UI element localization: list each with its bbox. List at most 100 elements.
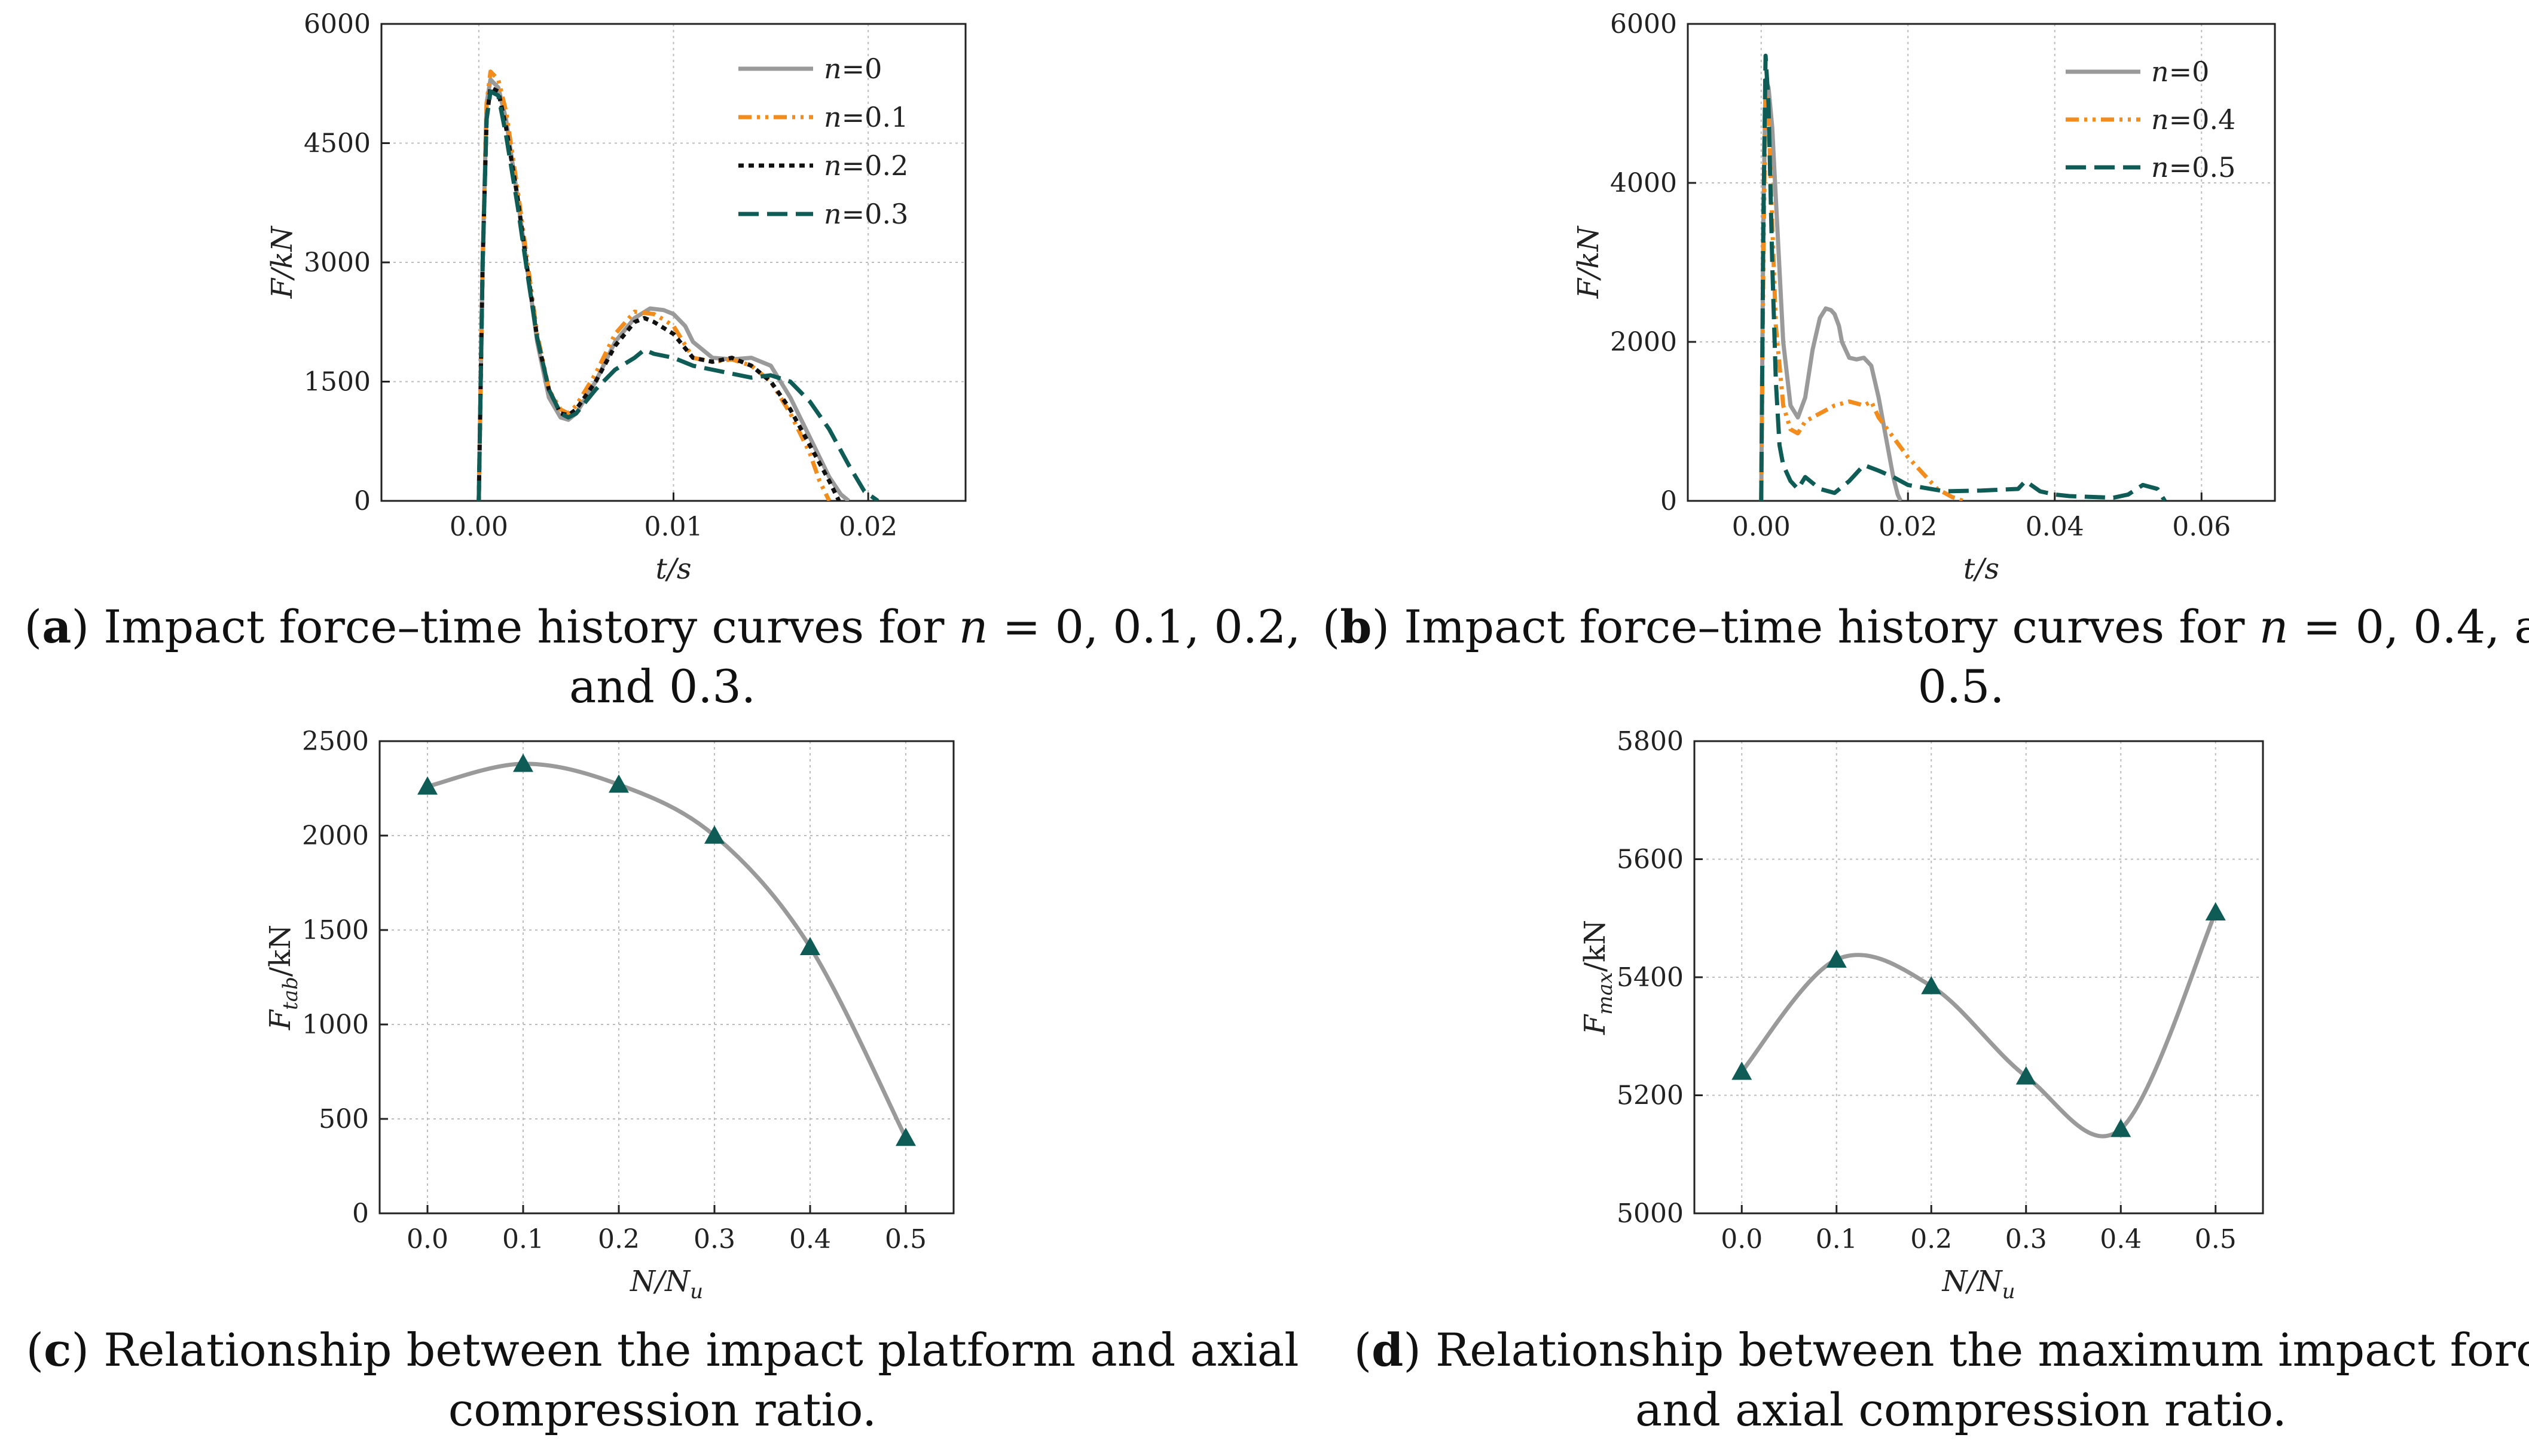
legend-label: n=0.5 xyxy=(2151,151,2235,183)
caption-open-paren: ( xyxy=(1322,600,1340,653)
y-axis-label: F/kN xyxy=(1572,225,1605,299)
caption-line-1: (b) Impact force–time history curves for… xyxy=(1322,600,2529,653)
x-axis-label-subscript: u xyxy=(690,1280,703,1304)
y-tick-label: 2000 xyxy=(302,821,369,851)
fit-curve xyxy=(425,761,908,1140)
legend-label: n=0.4 xyxy=(2151,103,2235,136)
caption-letter: b xyxy=(1340,600,1372,653)
y-axis-label-unit: /kN xyxy=(1578,920,1612,972)
y-tick-label: 5400 xyxy=(1617,962,1684,993)
legend-value: =0 xyxy=(842,53,882,85)
series-line-n03 xyxy=(477,89,879,501)
data-point-marker xyxy=(2015,1066,2036,1085)
data-point-marker xyxy=(704,825,725,844)
legend-label: n=0 xyxy=(2151,56,2209,88)
chart-panel-d: 0.0 0.1 0.2 0.3 0.4 0.5 5000 5200 5400 5600 5800 N/… xyxy=(1578,726,2264,1304)
series-line-n05 xyxy=(1759,53,2167,501)
data-point-marker xyxy=(1826,949,1847,968)
y-tick-label: 3000 xyxy=(304,247,371,278)
y-axis-label-subscript: max xyxy=(1593,972,1617,1015)
caption-d: (d) Relationship between the maximum imp… xyxy=(1354,1323,2529,1436)
caption-letter: c xyxy=(44,1323,71,1377)
y-tick-label: 0 xyxy=(354,486,371,516)
y-tick-label: 5600 xyxy=(1617,845,1684,875)
chart-panel-c: 0.0 0.1 0.2 0.3 0.4 0.5 0 500 1000 1500 2000 2500 N/… xyxy=(264,726,955,1304)
legend-value: =0 xyxy=(2169,56,2210,88)
caption-line-1: (a) Impact force–time history curves for… xyxy=(25,600,1301,653)
caption-line-2: and axial compression ratio. xyxy=(1635,1383,2287,1436)
y-tick-label: 6000 xyxy=(304,9,371,39)
caption-text-cont: = 0, 0.4, and xyxy=(2289,600,2529,653)
legend-variable: n xyxy=(824,53,842,85)
y-axis-label: F/kN xyxy=(265,225,299,299)
x-tick-label: 0.2 xyxy=(1910,1224,1952,1255)
x-tick-label: 0.4 xyxy=(2100,1224,2142,1255)
y-tick-label: 5200 xyxy=(1617,1081,1684,1111)
legend-variable: n xyxy=(2151,56,2169,88)
x-axis-label-subscript: u xyxy=(2002,1280,2015,1304)
y-tick-label: 4500 xyxy=(304,129,371,159)
x-tick-label: 0.01 xyxy=(645,512,703,542)
caption-a: (a) Impact force–time history curves for… xyxy=(25,600,1301,713)
x-tick-label: 0.1 xyxy=(1816,1224,1858,1255)
caption-text: ) Relationship between the impact platfo… xyxy=(71,1323,1299,1377)
legend-value: =0.1 xyxy=(842,101,909,133)
caption-line-1: (c) Relationship between the impact plat… xyxy=(26,1323,1299,1377)
series-line-n0 xyxy=(1759,77,1903,501)
x-tick-label: 0.02 xyxy=(1879,512,1937,542)
y-tick-label: 1500 xyxy=(302,915,369,946)
caption-c: (c) Relationship between the impact plat… xyxy=(26,1323,1299,1436)
x-tick-label: 0.06 xyxy=(2172,512,2231,542)
x-tick-label: 0.04 xyxy=(2026,512,2084,542)
x-axis-label: N/Nu xyxy=(1941,1265,2015,1304)
caption-letter: a xyxy=(42,600,71,653)
y-axis-label-subscript: tab xyxy=(279,977,303,1010)
y-tick-label: 1500 xyxy=(304,367,371,397)
legend-value: =0.3 xyxy=(842,198,909,230)
caption-letter: d xyxy=(1372,1323,1403,1377)
plot-frame xyxy=(1687,23,2276,502)
x-tick-label: 0.5 xyxy=(2195,1224,2237,1255)
caption-b: (b) Impact force–time history curves for… xyxy=(1322,600,2529,713)
x-axis-label: t/s xyxy=(655,552,691,586)
caption-variable: n xyxy=(2259,600,2289,653)
x-tick-label: 0.0 xyxy=(407,1224,448,1255)
series-line-n0 xyxy=(477,77,850,501)
y-tick-label: 5000 xyxy=(1617,1198,1684,1229)
caption-text-cont: = 0, 0.1, 0.2, xyxy=(988,600,1301,653)
caption-line-2: and 0.3. xyxy=(569,660,756,713)
series-line-n01 xyxy=(477,69,832,501)
x-tick-label: 0.2 xyxy=(598,1224,640,1255)
chart-panel-a: 0.00 0.01 0.0201500300045006000t/sF/kNn=0n… xyxy=(265,9,967,586)
data-point-marker xyxy=(800,937,820,956)
legend-variable: n xyxy=(2151,151,2169,183)
legend-value: =0.4 xyxy=(2169,103,2236,136)
data-point-marker xyxy=(2110,1118,2131,1137)
y-tick-label: 2000 xyxy=(1610,327,1677,357)
legend-value: =0.2 xyxy=(842,149,909,182)
caption-line-2: compression ratio. xyxy=(448,1383,877,1436)
series-line-n04 xyxy=(1759,93,1964,501)
x-tick-label: 0.3 xyxy=(694,1224,735,1255)
x-tick-label: 0.00 xyxy=(1732,512,1791,542)
caption-open-paren: ( xyxy=(26,1323,44,1377)
caption-line-2: 0.5. xyxy=(1917,660,2004,713)
legend-variable: n xyxy=(824,101,842,133)
y-tick-label: 0 xyxy=(1660,486,1677,516)
x-tick-label: 0.02 xyxy=(839,512,897,542)
x-axis-label: N/Nu xyxy=(630,1265,703,1304)
y-tick-label: 4000 xyxy=(1610,168,1677,198)
legend-label: n=0.1 xyxy=(824,101,908,133)
legend-variable: n xyxy=(2151,103,2169,136)
y-axis-label-unit: /kN xyxy=(264,925,297,977)
legend-variable: n xyxy=(824,198,842,230)
x-tick-label: 0.3 xyxy=(2005,1224,2047,1255)
caption-open-paren: ( xyxy=(25,600,42,653)
y-tick-label: 500 xyxy=(319,1104,369,1134)
legend-variable: n xyxy=(824,149,842,182)
legend-label: n=0.3 xyxy=(824,198,908,230)
y-tick-label: 2500 xyxy=(302,726,369,757)
chart-panel-b: 0.00 0.02 0.04 0.060200040006000t/sF/kNn=0n… xyxy=(1572,9,2276,586)
fit-curve xyxy=(1739,910,2218,1139)
x-axis-label: t/s xyxy=(1963,552,1999,586)
